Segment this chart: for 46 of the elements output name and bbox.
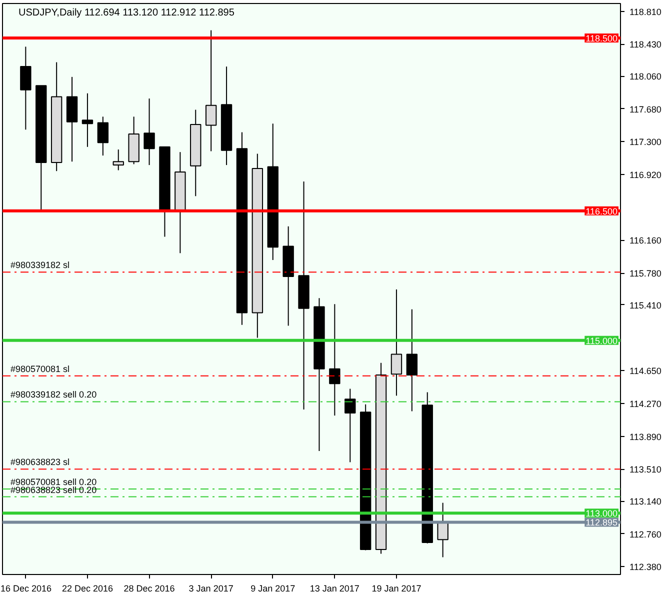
candlestick <box>329 304 340 416</box>
ref-line-label: #980339182 sell 0.20 <box>10 390 97 400</box>
y-tick-label: 113.140 <box>630 496 662 507</box>
y-tick-label: 112.760 <box>630 529 662 540</box>
candlestick <box>437 502 448 558</box>
ref-line-label: #980638823 sl <box>10 457 70 468</box>
y-tick-label: 112.380 <box>630 562 662 572</box>
y-tick-label: 116.160 <box>630 236 662 246</box>
candlestick <box>82 92 94 148</box>
chart-title: USDJPY,Daily 112.694 113.120 112.912 112.895 <box>18 8 235 18</box>
ref-line-label: 112.895 <box>586 518 618 528</box>
candlestick <box>406 308 418 412</box>
x-tick-label: 16 Dec 2016 <box>0 584 52 594</box>
y-tick-label: 115.780 <box>630 268 662 279</box>
ref-line-label: 113.000 <box>586 508 618 519</box>
y-tick-label: 115.410 <box>630 300 662 310</box>
y-tick-label: 114.270 <box>630 398 662 409</box>
x-tick-label: 9 Jan 2017 <box>250 584 296 594</box>
ref-line-label: 115.000 <box>586 336 618 346</box>
ref-line-label: 118.500 <box>586 34 618 44</box>
candlestick <box>112 148 124 171</box>
y-tick-label: 113.890 <box>630 432 662 442</box>
x-tick-label: 22 Dec 2016 <box>62 584 114 594</box>
ref-line-label: #980570081 sell 0.20 <box>10 476 97 487</box>
y-tick-label: 118.060 <box>630 72 662 82</box>
candlestick <box>344 388 356 463</box>
ref-line-label: #980339182 sl <box>10 260 70 270</box>
y-tick-label: 117.680 <box>630 104 662 114</box>
ref-line-label: #980638823 sell 0.20 <box>10 484 97 495</box>
y-tick-label: 114.650 <box>630 366 662 376</box>
candlestick <box>97 116 109 156</box>
candlestick <box>20 46 32 130</box>
y-tick-label: 113.510 <box>630 464 662 475</box>
ref-line-label: 116.500 <box>586 206 618 216</box>
x-tick-label: 19 Jan 2017 <box>372 584 422 594</box>
y-tick-label: 116.920 <box>630 170 662 180</box>
ref-line-label: #980570081 sl <box>10 364 70 374</box>
x-tick-label: 13 Jan 2017 <box>310 584 360 594</box>
candlestick <box>390 288 402 396</box>
x-tick-label: 28 Dec 2016 <box>124 584 175 594</box>
candlestick <box>144 98 155 166</box>
y-tick-label: 117.300 <box>630 137 662 148</box>
candlestick <box>205 30 217 152</box>
x-tick-label: 3 Jan 2017 <box>188 584 234 594</box>
y-tick-label: 118.430 <box>630 40 662 50</box>
y-tick-label: 118.810 <box>630 6 662 17</box>
